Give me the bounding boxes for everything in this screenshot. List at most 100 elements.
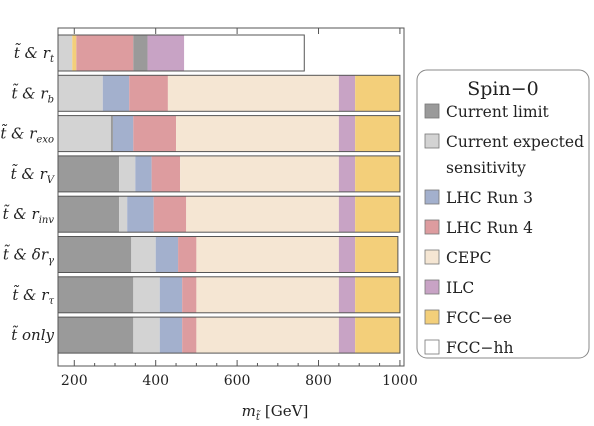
legend-swatch [424, 189, 440, 205]
bar-segment-fccee [355, 236, 398, 273]
bar-segment-current-expected [119, 155, 136, 192]
legend-entry-lhc-run3: LHC Run 3 [424, 189, 533, 207]
bar-row: t̃ & rt [14, 34, 305, 72]
legend-swatch [424, 133, 440, 149]
bar-segment-lhc-run3 [159, 276, 183, 313]
bar-segment-current-limit [133, 35, 148, 71]
legend-label: FCC−ee [446, 309, 512, 327]
legend-entry-fcchh: FCC−hh [424, 339, 513, 357]
bar-segment-fccee [355, 155, 400, 192]
bar-segment-ilc [147, 35, 185, 71]
x-tick-label: 1000 [382, 373, 418, 389]
legend-box [416, 69, 590, 359]
bar-segment-cepc [196, 276, 339, 313]
bar-segment-ilc [338, 317, 356, 354]
legend-entry-cepc: CEPC [424, 249, 491, 267]
bar-row: t̃ & rτ [12, 276, 401, 314]
row-label: t̃ & rt [14, 43, 55, 65]
x-tick-label: 400 [142, 373, 169, 389]
bar-segment-current-expected [133, 276, 160, 313]
x-tick-label: 200 [61, 373, 88, 389]
row-label: t̃ & rexo [0, 123, 54, 145]
row-label-main: t̃ & r [11, 164, 48, 183]
legend-label: sensitivity [446, 159, 526, 177]
bar-segment-fccee [355, 317, 400, 354]
legend-label: Current limit [446, 103, 550, 121]
legend-label: ILC [446, 279, 474, 297]
bar-segment-fccee [355, 75, 400, 112]
bar-segment-lhc-run3 [159, 317, 183, 354]
bar-row: t̃ & rb [12, 74, 401, 112]
legend-entry-lhc-run4: LHC Run 4 [424, 219, 533, 237]
bar-segment-current-expected [133, 317, 160, 354]
x-axis-label-var: m [242, 402, 256, 420]
bar-segment-ilc [338, 276, 356, 313]
x-axis-label-sub: t̃ [256, 410, 261, 423]
legend: Spin−0 Current limit Current expected sens… [416, 69, 590, 359]
row-label: t̃ only [11, 325, 54, 344]
bar-segment-lhc-run3 [135, 155, 152, 192]
row-label-main: t̃ & r [3, 204, 40, 223]
bar-segment-fccee [355, 276, 400, 313]
bar-segment-fccee [355, 115, 400, 152]
row-label-sub: γ [48, 256, 54, 267]
legend-entry-ilc: ILC [424, 279, 474, 297]
x-axis-label: mt̃ [GeV] [242, 402, 309, 423]
bar-segment-current-limit [58, 196, 120, 233]
bar-segment-lhc-run3 [102, 75, 130, 112]
row-label-sub: exo [36, 135, 54, 146]
bar-segment-fcchh [184, 35, 305, 71]
row-label: t̃ & rV [11, 164, 56, 186]
x-tick-label: 600 [224, 373, 251, 389]
row-label-sub: V [47, 175, 56, 186]
legend-swatch [424, 249, 440, 265]
bar-segment-current-limit [58, 317, 134, 354]
legend-title: Spin−0 [467, 78, 539, 100]
plot-frame [57, 27, 405, 367]
bar-segment-current-limit [58, 155, 120, 192]
bar-segment-current-limit [58, 276, 134, 313]
bar-segment-ilc [338, 155, 356, 192]
row-label-sub: t [50, 54, 55, 65]
row-label-sub: inv [39, 215, 55, 226]
row-label: t̃ & rinv [3, 204, 55, 226]
bar-segment-lhc-run4 [182, 317, 197, 354]
legend-swatch [424, 103, 440, 119]
legend-label: CEPC [446, 249, 491, 267]
row-label: t̃ & rb [12, 83, 55, 105]
row-label: t̃ & δrγ [3, 244, 54, 266]
legend-swatch [424, 219, 440, 235]
bar-segment-cepc [176, 115, 339, 152]
bar-segment-lhc-run3 [127, 196, 154, 233]
bar-segment-cepc [196, 236, 339, 273]
legend-label: Current expected [446, 133, 584, 151]
x-axis-label-unit: [GeV] [265, 402, 308, 420]
legend-label: FCC−hh [446, 339, 513, 357]
bar-segment-ilc [338, 196, 356, 233]
row-label-main: t̃ & r [12, 285, 49, 304]
bar-segment-current-expected [58, 75, 103, 112]
legend-entry-current-limit: Current limit [424, 103, 550, 121]
bar-segment-lhc-run4 [133, 115, 177, 152]
bar-row: t̃ & rexo [0, 115, 401, 153]
bar-segment-current-limit [58, 236, 132, 273]
x-tick-label: 800 [305, 373, 332, 389]
legend-entry-current-expected: Current expected sensitivity [424, 133, 584, 177]
bar-segment-ilc [338, 236, 356, 273]
row-label: t̃ & rτ [12, 285, 54, 307]
bar-segment-current-expected [131, 236, 156, 273]
bar-segment-lhc-run4 [178, 236, 197, 273]
bar-segment-lhc-run3 [112, 115, 134, 152]
bar-segment-lhc-run4 [76, 35, 134, 71]
legend-label: LHC Run 3 [446, 189, 533, 207]
bar-segment-current-limit [110, 115, 113, 152]
bar-row: t̃ & rinv [3, 195, 401, 233]
row-label-main: t̃ & r [12, 83, 49, 102]
bar-segment-cepc [167, 75, 339, 112]
bar-row: t̃ & rV [11, 155, 401, 193]
bar-segment-current-expected [58, 115, 111, 152]
bar-segment-current-expected [119, 196, 128, 233]
row-label-sub: b [48, 94, 54, 105]
